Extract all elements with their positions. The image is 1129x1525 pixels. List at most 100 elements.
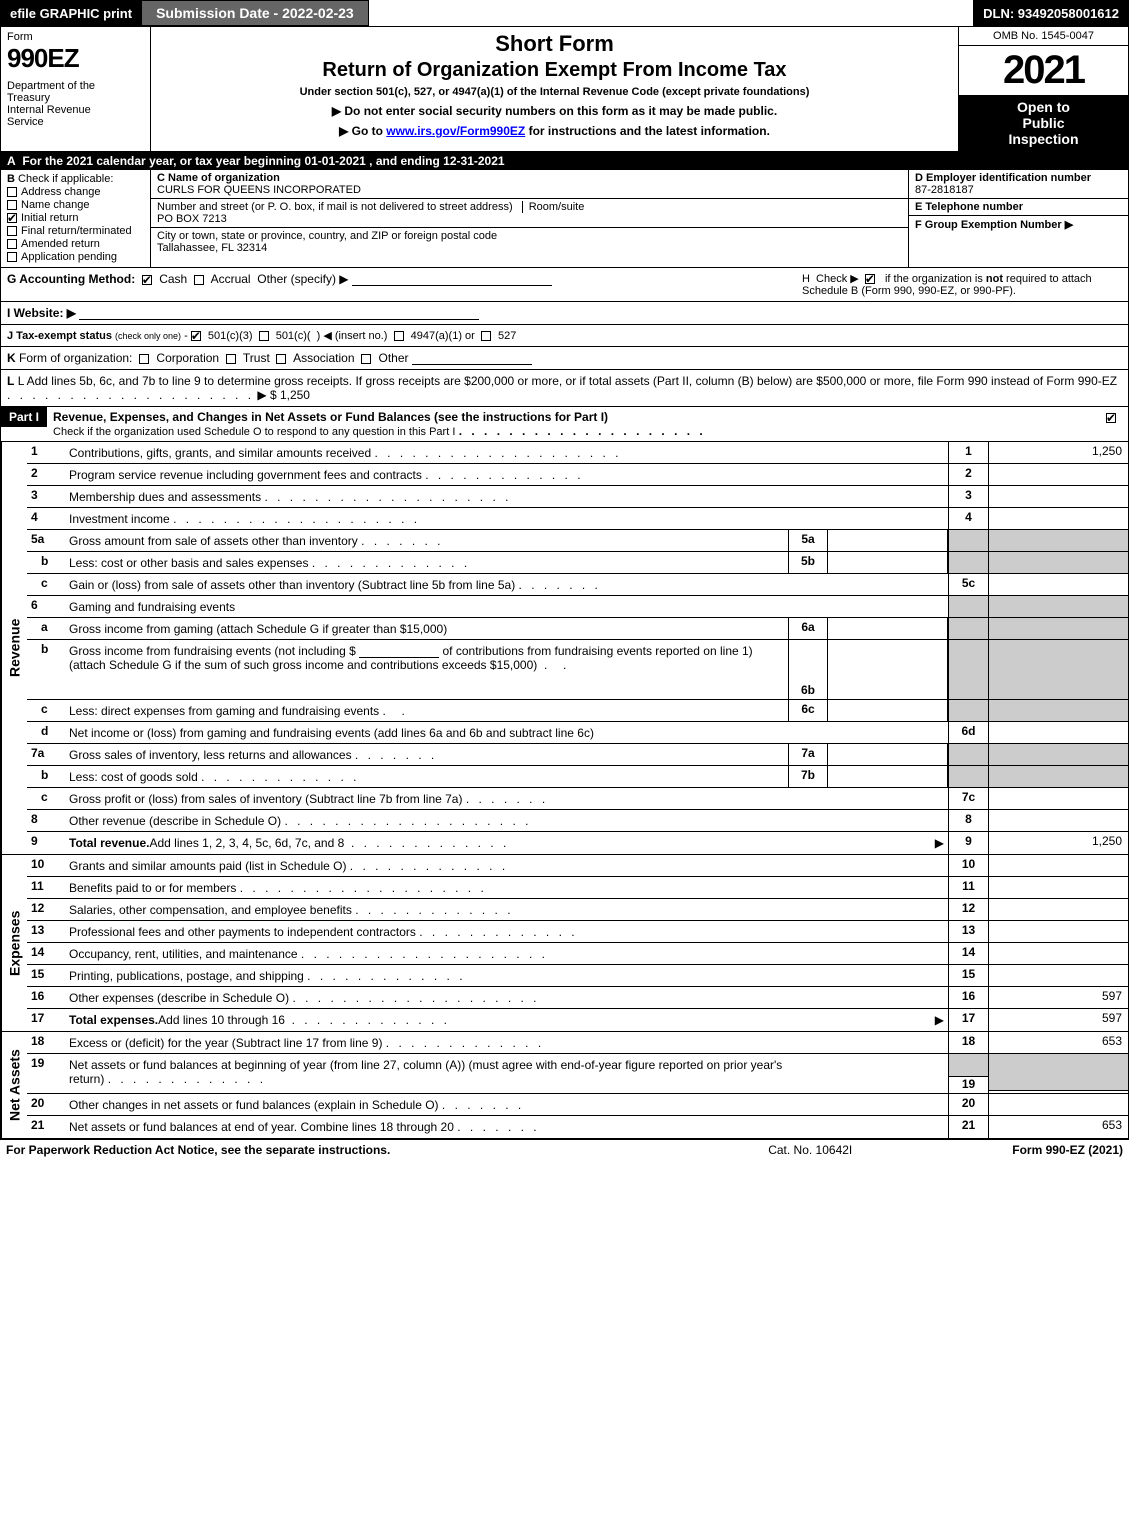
- line-15-amt: [988, 965, 1128, 986]
- l-dots: . . . . . . . . . . . . . . . . . . . .: [7, 388, 254, 402]
- checkbox-501c3[interactable]: [191, 331, 201, 341]
- line-5a-rnum-shaded: [948, 530, 988, 551]
- submission-date: Submission Date - 2022-02-23: [142, 0, 369, 26]
- checkbox-application-pending[interactable]: Application pending: [7, 251, 144, 263]
- line-6b-mnum: 6b: [788, 640, 828, 699]
- line-13-desc: Professional fees and other payments to …: [69, 925, 416, 939]
- checkbox-h[interactable]: [865, 274, 875, 284]
- net-assets-block: Net Assets 18 Excess or (deficit) for th…: [1, 1032, 1128, 1139]
- line-6d-amt: [988, 722, 1128, 743]
- checkbox-amended-return[interactable]: Amended return: [7, 238, 144, 250]
- checkbox-4947[interactable]: [394, 331, 404, 341]
- line-5c-amt: [988, 574, 1128, 595]
- line-6c-desc: Less: direct expenses from gaming and fu…: [69, 704, 379, 718]
- line-1-dots: . . . . . . . . . . . . . . . . . . . .: [374, 446, 944, 460]
- line-16-desc: Other expenses (describe in Schedule O): [69, 991, 289, 1005]
- line-6d-rnum: 6d: [948, 722, 988, 743]
- line-15-dots: . . . . . . . . . . . . .: [307, 969, 944, 983]
- line-7a-amt-shaded: [988, 744, 1128, 765]
- line-5c-num: c: [27, 574, 65, 595]
- checkbox-cash[interactable]: [142, 275, 152, 285]
- website-line: [79, 306, 479, 320]
- line-11-amt: [988, 877, 1128, 898]
- line-6b-rnum-shaded: [948, 640, 988, 699]
- checkbox-name-change[interactable]: Name change: [7, 199, 144, 211]
- c-name-label: C Name of organization: [157, 172, 280, 184]
- line-13-dots: . . . . . . . . . . . . .: [419, 925, 944, 939]
- line-2-dots: . . . . . . . . . . . . .: [425, 468, 944, 482]
- line-6b: b Gross income from fundraising events (…: [27, 640, 1128, 700]
- open-to-public: Open toPublicInspection: [959, 95, 1128, 151]
- checkbox-501c[interactable]: [259, 331, 269, 341]
- b-text: Check if applicable:: [18, 173, 113, 185]
- checkbox-trust[interactable]: [226, 354, 236, 364]
- line-6d-desc: Net income or (loss) from gaming and fun…: [69, 726, 594, 740]
- checkbox-accrual[interactable]: [194, 275, 204, 285]
- line-17-amt: 597: [988, 1009, 1128, 1031]
- opt-final-return: Final return/terminated: [21, 225, 132, 237]
- line-8-num: 8: [27, 810, 65, 831]
- checkbox-initial-return[interactable]: Initial return: [7, 212, 144, 224]
- footer-mid: Cat. No. 10642I: [768, 1143, 852, 1157]
- line-15-desc: Printing, publications, postage, and shi…: [69, 969, 304, 983]
- checkbox-address-change[interactable]: Address change: [7, 186, 144, 198]
- line-6a: a Gross income from gaming (attach Sched…: [27, 618, 1128, 640]
- checkbox-association[interactable]: [276, 354, 286, 364]
- line-6c-mnum: 6c: [788, 700, 828, 721]
- line-7a: 7a Gross sales of inventory, less return…: [27, 744, 1128, 766]
- line-13-num: 13: [27, 921, 65, 942]
- line-21-rnum: 21: [948, 1116, 988, 1138]
- line-2-desc: Program service revenue including govern…: [69, 468, 422, 482]
- line-4-num: 4: [27, 508, 65, 529]
- checkbox-part1-scheduleo[interactable]: [1106, 413, 1116, 423]
- part-1-checkbox-cell: [1098, 407, 1128, 427]
- checkbox-527[interactable]: [481, 331, 491, 341]
- line-14-rnum: 14: [948, 943, 988, 964]
- c-street-label: Number and street (or P. O. box, if mail…: [157, 201, 513, 213]
- section-j: J Tax-exempt status (check only one) - 5…: [1, 325, 1128, 347]
- line-5b-desc: Less: cost or other basis and sales expe…: [69, 556, 308, 570]
- line-14-desc: Occupancy, rent, utilities, and maintena…: [69, 947, 298, 961]
- opt-initial-return: Initial return: [21, 212, 78, 224]
- line-15-num: 15: [27, 965, 65, 986]
- line-5a-mamt: [828, 530, 948, 551]
- opt-address-change: Address change: [21, 186, 101, 198]
- return-title: Return of Organization Exempt From Incom…: [157, 59, 952, 82]
- line-20-amt: [988, 1094, 1128, 1115]
- part-1-header-row: Part I Revenue, Expenses, and Changes in…: [1, 407, 1128, 442]
- checkbox-final-return[interactable]: Final return/terminated: [7, 225, 144, 237]
- room-label: Room/suite: [522, 201, 585, 213]
- line-19-dots: . . . . . . . . . . . . .: [108, 1072, 266, 1086]
- line-2-rnum: 2: [948, 464, 988, 485]
- line-6a-mnum: 6a: [788, 618, 828, 639]
- section-def: D Employer identification number 87-2818…: [908, 170, 1128, 267]
- line-11: 11 Benefits paid to or for members . . .…: [27, 877, 1128, 899]
- line-6c-amt-shaded: [988, 700, 1128, 721]
- opt-amended-return: Amended return: [21, 238, 100, 250]
- line-1-rnum: 1: [948, 442, 988, 463]
- line-2-num: 2: [27, 464, 65, 485]
- revenue-block: Revenue 1 Contributions, gifts, grants, …: [1, 442, 1128, 855]
- checkbox-other-org[interactable]: [361, 354, 371, 364]
- section-b: B Check if applicable: Address change Na…: [1, 170, 151, 267]
- line-7a-mnum: 7a: [788, 744, 828, 765]
- line-3-num: 3: [27, 486, 65, 507]
- line-17-rnum: 17: [948, 1009, 988, 1031]
- checkbox-corporation[interactable]: [139, 354, 149, 364]
- line-17-dots: . . . . . . . . . . . . .: [292, 1013, 932, 1027]
- line-6-desc: Gaming and fundraising events: [69, 600, 235, 614]
- line-7c-dots: . . . . . . .: [466, 792, 944, 806]
- line-7b-num: b: [27, 766, 65, 787]
- line-7a-num: 7a: [27, 744, 65, 765]
- line-6a-num: a: [27, 618, 65, 639]
- part-1-label: Part I: [1, 407, 47, 427]
- department: Department of theTreasuryInternal Revenu…: [7, 80, 144, 128]
- line-6-amt-shaded: [988, 596, 1128, 617]
- line-6-num: 6: [27, 596, 65, 617]
- line-10-desc: Grants and similar amounts paid (list in…: [69, 859, 346, 873]
- part-1-subtitle: Check if the organization used Schedule …: [53, 426, 455, 438]
- irs-link[interactable]: www.irs.gov/Form990EZ: [386, 124, 525, 138]
- line-15: 15 Printing, publications, postage, and …: [27, 965, 1128, 987]
- line-5a-dots: . . . . . . .: [361, 534, 784, 548]
- line-6c-num: c: [27, 700, 65, 721]
